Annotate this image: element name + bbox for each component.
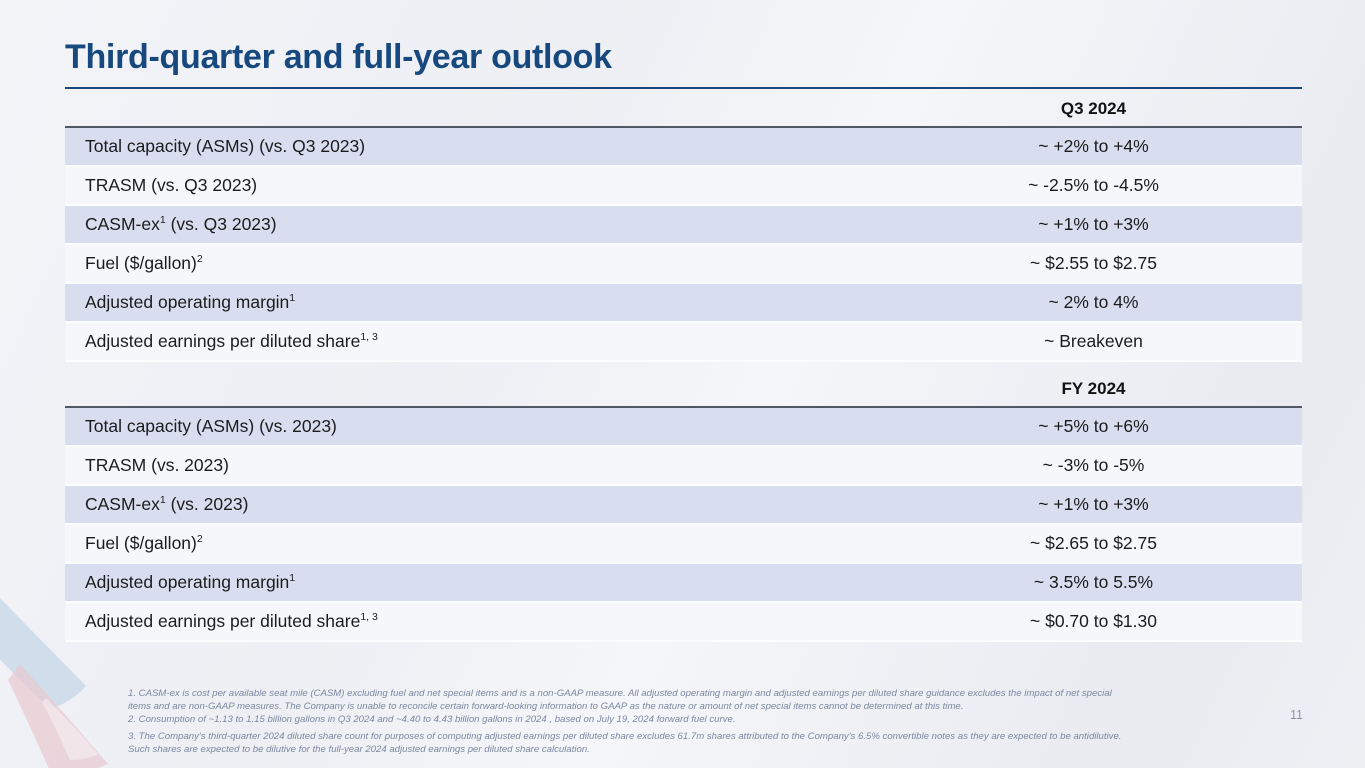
row-label: TRASM (vs. 2023) <box>65 455 885 476</box>
row-label-text: Adjusted earnings per diluted share <box>85 331 361 351</box>
row-value: ~ 3.5% to 5.5% <box>1033 572 1154 592</box>
row-label-text: CASM-ex <box>85 214 160 234</box>
row-value: ~ $2.65 to $2.75 <box>1030 533 1157 553</box>
table-row: Total capacity (ASMs) (vs. 2023) ~ +5% to… <box>65 408 1302 447</box>
table-row: Adjusted earnings per diluted share1, 3 ~… <box>65 323 1302 362</box>
footnote-line: 2. Consumption of ~1.13 to 1.15 billion … <box>128 714 736 726</box>
table-fy-2024: Total capacity (ASMs) (vs. 2023) ~ +5% to… <box>65 406 1302 642</box>
row-label-text: Adjusted operating margin <box>85 292 290 312</box>
table-row: Adjusted operating margin1 ~ 2% to 4% <box>65 284 1302 323</box>
row-value: ~ 2% to 4% <box>1048 292 1139 312</box>
row-value: ~ $2.55 to $2.75 <box>1030 253 1157 273</box>
row-label: Total capacity (ASMs) (vs. Q3 2023) <box>65 136 885 157</box>
row-value: ~ +5% to +6% <box>1038 416 1149 436</box>
footnote-line: items and are non-GAAP measures. The Com… <box>128 701 964 713</box>
row-label-suffix: (vs. Q3 2023) <box>165 214 277 234</box>
page-title: Third-quarter and full-year outlook <box>65 38 612 76</box>
row-label: Adjusted operating margin1 <box>65 572 885 593</box>
row-value: ~ $0.70 to $1.30 <box>1030 611 1157 631</box>
row-label: CASM-ex1 (vs. 2023) <box>65 494 885 515</box>
row-label-text: CASM-ex <box>85 494 160 514</box>
row-label-superscript: 1, 3 <box>360 611 378 624</box>
row-label-text: Adjusted operating margin <box>85 572 290 592</box>
table-row: Adjusted operating margin1 ~ 3.5% to 5.5% <box>65 564 1302 603</box>
table-row: Fuel ($/gallon)2 ~ $2.65 to $2.75 <box>65 525 1302 564</box>
table-row: TRASM (vs. Q3 2023) ~ -2.5% to -4.5% <box>65 167 1302 206</box>
table-row: TRASM (vs. 2023) ~ -3% to -5% <box>65 447 1302 486</box>
table-header-fy-2024: FY 2024 <box>1061 379 1126 398</box>
row-label-superscript: 1, 3 <box>360 331 378 344</box>
row-label: Fuel ($/gallon)2 <box>65 253 885 274</box>
row-label-superscript: 1 <box>159 214 166 227</box>
row-label-superscript: 1 <box>289 292 296 305</box>
row-value: ~ Breakeven <box>1044 331 1143 351</box>
row-value: ~ +2% to +4% <box>1038 136 1149 156</box>
table-header-q3-2024: Q3 2024 <box>1060 99 1127 118</box>
table-row: Fuel ($/gallon)2 ~ $2.55 to $2.75 <box>65 245 1302 284</box>
table-row: CASM-ex1 (vs. 2023) ~ +1% to +3% <box>65 486 1302 525</box>
row-value: ~ +1% to +3% <box>1038 494 1149 514</box>
row-label-superscript: 1 <box>289 572 296 585</box>
table-row: Total capacity (ASMs) (vs. Q3 2023) ~ +2%… <box>65 128 1302 167</box>
row-label: Adjusted operating margin1 <box>65 292 885 313</box>
row-label-superscript: 1 <box>159 494 166 507</box>
row-label: Adjusted earnings per diluted share1, 3 <box>65 611 885 632</box>
row-label-text: Fuel ($/gallon) <box>85 533 197 553</box>
footnote-line: Such shares are expected to be dilutive … <box>128 743 590 755</box>
row-label: Fuel ($/gallon)2 <box>65 533 885 554</box>
row-value: ~ -2.5% to -4.5% <box>1028 175 1159 195</box>
footnotes: 1. CASM-ex is cost per available seat mi… <box>128 687 1303 756</box>
table-row: Adjusted earnings per diluted share1, 3 ~… <box>65 603 1302 642</box>
footnote-line: 3. The Company's third-quarter 2024 dilu… <box>128 730 1122 742</box>
row-label: Adjusted earnings per diluted share1, 3 <box>65 331 885 352</box>
row-label-text: Total capacity (ASMs) (vs. Q3 2023) <box>85 136 366 156</box>
row-label-superscript: 2 <box>196 533 203 546</box>
table-row: CASM-ex1 (vs. Q3 2023) ~ +1% to +3% <box>65 206 1302 245</box>
row-label-text: Total capacity (ASMs) (vs. 2023) <box>85 416 337 436</box>
page-number: 11 <box>1290 708 1303 722</box>
title-divider <box>65 87 1302 89</box>
row-label-text: Fuel ($/gallon) <box>85 253 197 273</box>
row-label: CASM-ex1 (vs. Q3 2023) <box>65 214 885 235</box>
footnote-line: 1. CASM-ex is cost per available seat mi… <box>128 688 1112 699</box>
row-value: ~ -3% to -5% <box>1042 455 1145 475</box>
row-label: Total capacity (ASMs) (vs. 2023) <box>65 416 885 437</box>
row-label-suffix: (vs. 2023) <box>165 494 249 514</box>
row-label: TRASM (vs. Q3 2023) <box>65 175 885 196</box>
row-label-text: TRASM (vs. Q3 2023) <box>85 175 258 195</box>
table-q3-2024: Total capacity (ASMs) (vs. Q3 2023) ~ +2%… <box>65 126 1302 362</box>
row-value: ~ +1% to +3% <box>1038 214 1149 234</box>
row-label-text: TRASM (vs. 2023) <box>85 455 229 475</box>
row-label-superscript: 2 <box>196 253 203 266</box>
row-label-text: Adjusted earnings per diluted share <box>85 611 361 631</box>
